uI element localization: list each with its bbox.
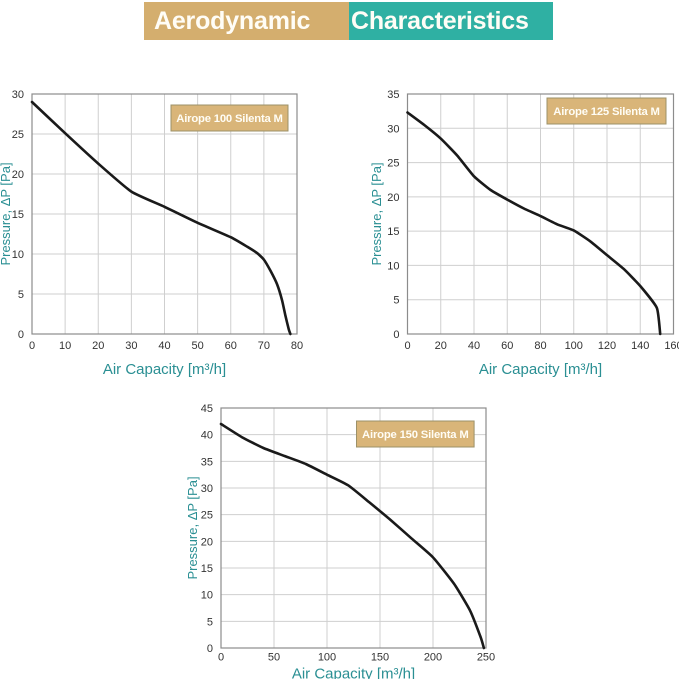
svg-text:25: 25 <box>12 129 24 141</box>
svg-text:Airope 100 Silenta M: Airope 100 Silenta M <box>176 113 283 125</box>
svg-text:40: 40 <box>158 340 170 352</box>
svg-text:50: 50 <box>268 652 280 664</box>
svg-text:30: 30 <box>12 89 24 101</box>
svg-text:20: 20 <box>201 536 213 548</box>
svg-text:10: 10 <box>59 340 71 352</box>
svg-text:20: 20 <box>435 340 447 352</box>
svg-text:Air Capacity [m³/h]: Air Capacity [m³/h] <box>292 665 415 679</box>
svg-text:10: 10 <box>201 590 213 602</box>
svg-text:20: 20 <box>12 169 24 181</box>
svg-text:0: 0 <box>404 340 410 352</box>
svg-text:150: 150 <box>371 652 389 664</box>
svg-text:200: 200 <box>424 652 442 664</box>
svg-text:0: 0 <box>393 329 399 341</box>
svg-text:100: 100 <box>565 340 583 352</box>
svg-text:15: 15 <box>387 226 399 238</box>
svg-text:Pressure, ΔP [Pa]: Pressure, ΔP [Pa] <box>187 476 200 579</box>
svg-text:45: 45 <box>201 403 213 415</box>
svg-text:250: 250 <box>477 652 495 664</box>
svg-text:Air Capacity [m³/h]: Air Capacity [m³/h] <box>103 361 226 378</box>
svg-text:Airope 125 Silenta M: Airope 125 Silenta M <box>553 106 660 118</box>
svg-text:160: 160 <box>664 340 679 352</box>
svg-text:80: 80 <box>534 340 546 352</box>
svg-text:30: 30 <box>387 123 399 135</box>
svg-text:5: 5 <box>393 295 399 307</box>
svg-text:25: 25 <box>387 158 399 170</box>
svg-text:20: 20 <box>387 192 399 204</box>
svg-text:0: 0 <box>218 652 224 664</box>
svg-text:60: 60 <box>225 340 237 352</box>
svg-text:5: 5 <box>18 289 24 301</box>
svg-text:0: 0 <box>207 643 213 655</box>
svg-text:15: 15 <box>12 209 24 221</box>
svg-text:40: 40 <box>468 340 480 352</box>
svg-text:Air Capacity [m³/h]: Air Capacity [m³/h] <box>479 361 602 378</box>
svg-text:Airope 150 Silenta M: Airope 150 Silenta M <box>362 429 469 441</box>
svg-text:70: 70 <box>258 340 270 352</box>
svg-text:100: 100 <box>318 652 336 664</box>
svg-text:0: 0 <box>18 329 24 341</box>
svg-text:140: 140 <box>631 340 649 352</box>
svg-text:0: 0 <box>29 340 35 352</box>
svg-text:120: 120 <box>598 340 616 352</box>
svg-text:50: 50 <box>192 340 204 352</box>
svg-text:30: 30 <box>201 483 213 495</box>
svg-text:Pressure, ΔP [Pa]: Pressure, ΔP [Pa] <box>0 162 13 265</box>
svg-text:5: 5 <box>207 616 213 628</box>
svg-text:20: 20 <box>92 340 104 352</box>
svg-text:80: 80 <box>291 340 303 352</box>
svg-text:10: 10 <box>387 260 399 272</box>
svg-text:25: 25 <box>201 510 213 522</box>
svg-text:10: 10 <box>12 249 24 261</box>
svg-text:40: 40 <box>201 430 213 442</box>
svg-text:35: 35 <box>387 89 399 101</box>
svg-text:35: 35 <box>201 456 213 468</box>
svg-text:15: 15 <box>201 563 213 575</box>
svg-text:30: 30 <box>125 340 137 352</box>
svg-text:Pressure, ΔP [Pa]: Pressure, ΔP [Pa] <box>369 162 384 265</box>
svg-text:60: 60 <box>501 340 513 352</box>
